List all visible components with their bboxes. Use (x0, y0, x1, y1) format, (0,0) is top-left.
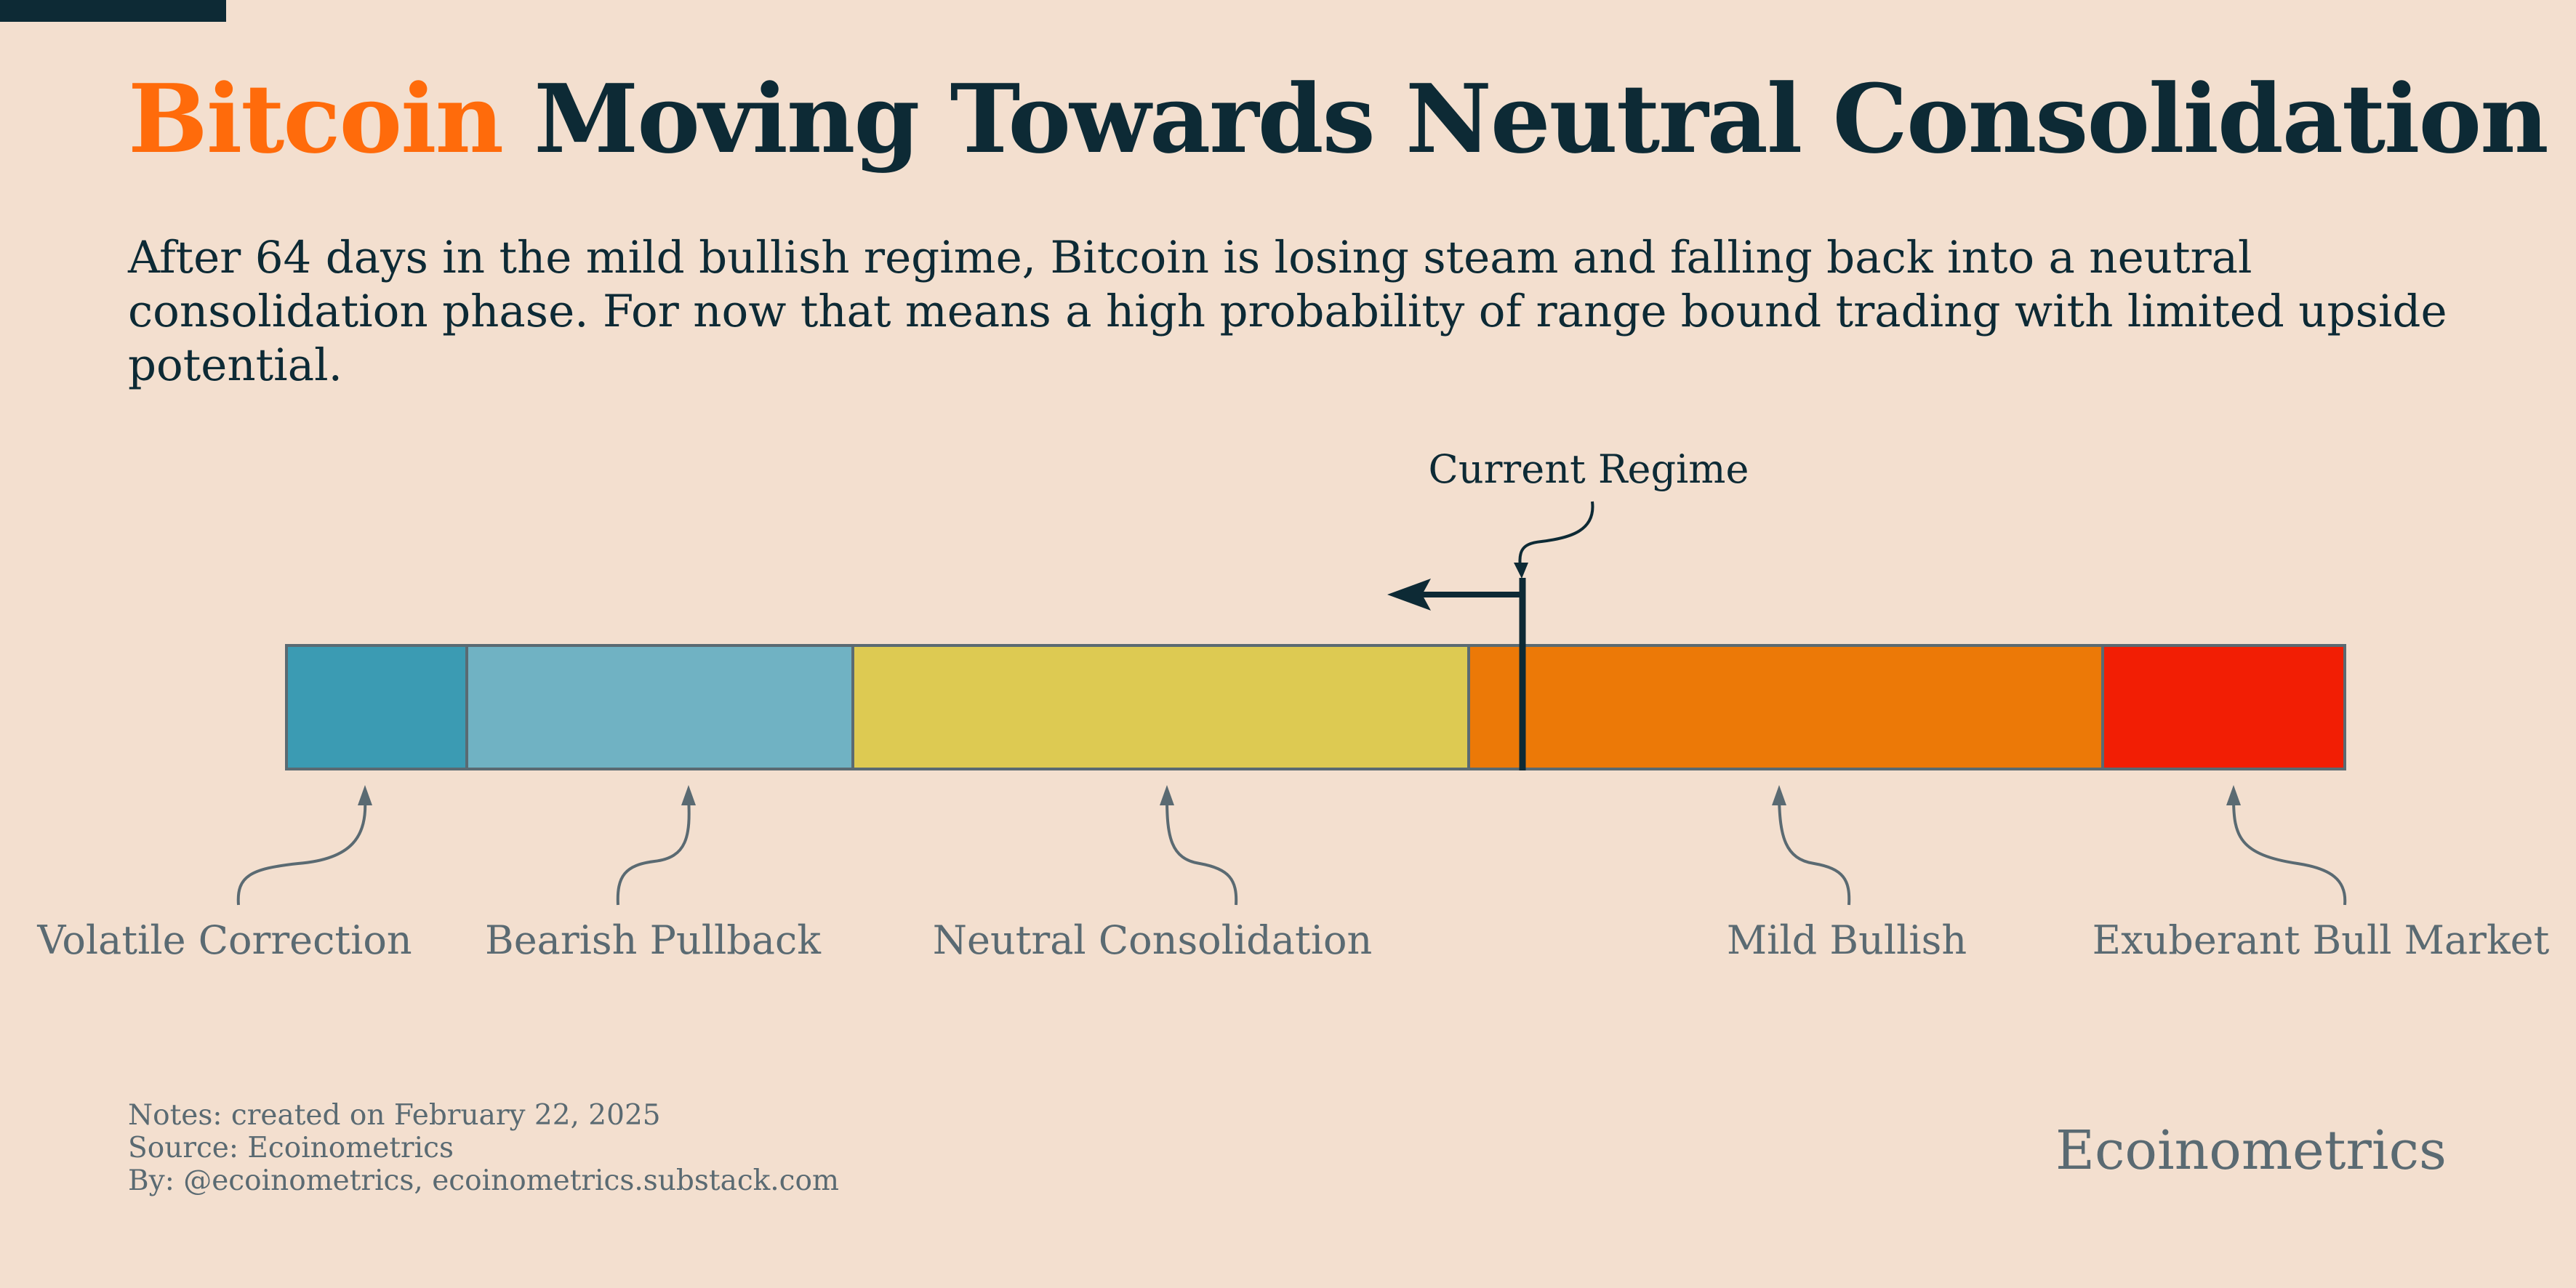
arrowhead-volatile-correction (358, 785, 372, 805)
arrow-neutral-consolidation (1165, 797, 1238, 906)
segment-bearish-pullback (465, 644, 854, 770)
label-bearish-pullback: Bearish Pullback (485, 917, 822, 963)
corner-accent-bar (0, 0, 226, 22)
left-arrow-icon (1387, 579, 1431, 611)
arrowhead-exuberant-bull-market (2226, 785, 2241, 805)
arrow-volatile-correction (236, 797, 367, 906)
footer-notes: Notes: created on February 22, 2025 Sour… (128, 1099, 839, 1197)
segment-mild-bullish (1467, 644, 2104, 770)
title-accent: Bitcoin (128, 63, 504, 174)
arrowhead-neutral-consolidation (1160, 785, 1174, 805)
arrowhead-bearish-pullback (681, 785, 696, 805)
title-rest: Moving Towards Neutral Consolidation (534, 63, 2548, 174)
segment-exuberant-bull-market (2101, 644, 2346, 770)
notes-line: Notes: created on February 22, 2025 (128, 1099, 661, 1132)
subtitle: After 64 days in the mild bullish regime… (128, 232, 2447, 391)
page-title: Bitcoin Moving Towards Neutral Consolida… (128, 61, 2549, 177)
label-exuberant-bull-market: Exuberant Bull Market (2093, 917, 2550, 963)
segment-volatile-correction (285, 644, 468, 770)
byline: By: @ecoinometrics, ecoinometrics.substa… (128, 1164, 839, 1197)
label-neutral-consolidation: Neutral Consolidation (933, 917, 1373, 963)
brand-logo: Ecoinometrics (2055, 1119, 2447, 1182)
callout-arrowheads (358, 785, 2241, 805)
label-volatile-correction: Volatile Correction (36, 917, 412, 963)
current-regime-label: Current Regime (1429, 446, 1749, 492)
source-line: Source: Ecoinometrics (128, 1132, 454, 1164)
label-mild-bullish: Mild Bullish (1727, 917, 1967, 963)
arrowhead-mild-bullish (1772, 785, 1786, 805)
arrow-bearish-pullback (616, 797, 691, 906)
current-regime-marker (1387, 501, 1594, 770)
callout-arrows (236, 797, 2347, 906)
arrow-mild-bullish (1778, 797, 1851, 906)
arrow-exuberant-bull-market (2232, 797, 2347, 906)
segment-neutral-consolidation (851, 644, 1470, 770)
